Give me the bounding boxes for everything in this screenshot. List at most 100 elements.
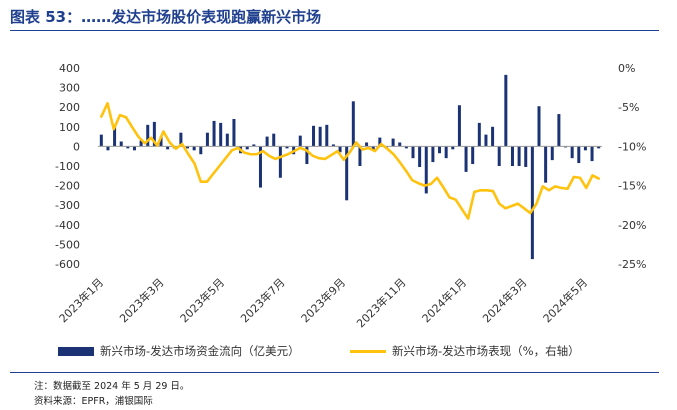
flow-bar xyxy=(199,146,203,155)
legend-label-flows: 新兴市场-发达市场资金流向（亿美元） xyxy=(100,344,300,358)
flow-bar xyxy=(139,140,143,147)
legend-item-performance: 新兴市场-发达市场表现（%，右轴） xyxy=(350,343,580,359)
right-axis-tick-label: 0% xyxy=(618,62,635,75)
flow-bar xyxy=(152,121,156,147)
left-axis-tick-label: -100 xyxy=(55,160,80,173)
flow-bar xyxy=(537,106,541,147)
flow-bar xyxy=(225,133,229,147)
flow-bar xyxy=(597,146,601,149)
flow-bar xyxy=(570,146,574,159)
flow-bar xyxy=(464,146,468,172)
flow-bar xyxy=(557,114,561,147)
left-axis-tick-label: -600 xyxy=(55,258,80,271)
flow-bar xyxy=(365,142,369,147)
flow-bar xyxy=(517,146,521,166)
left-axis-tick-label: -400 xyxy=(55,219,80,232)
flow-bar xyxy=(205,132,209,147)
flow-bar xyxy=(484,134,488,147)
flow-bar xyxy=(391,138,395,147)
flow-bar xyxy=(166,146,170,150)
flow-bar xyxy=(577,146,581,164)
x-axis-tick-label: 2024年3月 xyxy=(479,275,529,325)
flow-bar xyxy=(504,74,508,147)
flow-bar xyxy=(497,146,501,166)
left-axis-tick-label: -500 xyxy=(55,238,80,251)
flow-bar xyxy=(146,124,150,147)
x-axis-tick-label: 2023年3月 xyxy=(116,275,166,325)
flow-bar xyxy=(179,132,183,147)
x-axis-tick-label: 2023年1月 xyxy=(56,275,106,325)
left-axis-tick-label: 100 xyxy=(59,121,80,134)
flow-bar xyxy=(298,135,302,147)
x-axis-tick-label: 2023年11月 xyxy=(353,275,408,330)
flow-bar xyxy=(212,120,216,147)
flow-bar xyxy=(232,118,236,147)
flow-bar xyxy=(491,126,495,147)
flow-bar xyxy=(245,146,249,150)
flow-bar xyxy=(530,146,534,260)
flow-bar xyxy=(351,101,355,147)
x-axis-tick-label: 2023年7月 xyxy=(237,275,287,325)
flow-bar xyxy=(312,125,316,147)
flow-bar xyxy=(457,105,461,147)
flow-bar xyxy=(192,146,196,151)
left-axis-tick-label: 400 xyxy=(59,62,80,75)
flow-bar xyxy=(305,146,309,165)
flow-bar xyxy=(285,146,289,149)
x-axis-tick-label: 2024年5月 xyxy=(540,275,590,325)
flow-bar xyxy=(258,146,262,188)
flow-bar xyxy=(471,146,475,165)
flow-bar xyxy=(371,146,375,151)
flow-bar xyxy=(418,146,422,167)
flow-bar xyxy=(524,146,528,167)
right-axis-tick-label: -25% xyxy=(618,258,646,271)
flow-bar xyxy=(424,146,428,194)
source-note: 资料来源：EPFR，浦银国际 xyxy=(34,396,153,407)
right-axis-tick-label: -20% xyxy=(618,219,646,232)
flow-bar xyxy=(444,146,448,159)
flow-bar xyxy=(398,142,402,147)
flow-bar xyxy=(252,144,256,147)
legend-swatch-line xyxy=(350,349,386,353)
right-axis-tick-label: -10% xyxy=(618,140,646,153)
right-axis-tick-label: -5% xyxy=(618,101,639,114)
flow-bar xyxy=(431,146,435,163)
flow-bar xyxy=(331,144,335,147)
flow-bar xyxy=(159,136,163,147)
flow-bar xyxy=(325,124,329,147)
legend-swatch-bar xyxy=(58,346,94,356)
flow-bar xyxy=(132,146,136,151)
flow-bar xyxy=(451,146,455,150)
flow-bar xyxy=(477,122,481,147)
left-axis-tick-label: -200 xyxy=(55,180,80,193)
right-axis-tick-label: -15% xyxy=(618,180,646,193)
flow-bar xyxy=(583,146,587,151)
x-axis-tick-label: 2023年5月 xyxy=(177,275,227,325)
left-axis-tick-label: 300 xyxy=(59,82,80,95)
flow-bar xyxy=(404,146,408,149)
flow-bar xyxy=(272,133,276,147)
flow-bar xyxy=(438,146,442,154)
legend-item-flows: 新兴市场-发达市场资金流向（亿美元） xyxy=(58,343,300,359)
flow-bar xyxy=(590,146,594,162)
flow-bar xyxy=(265,136,269,147)
flow-bar xyxy=(411,146,415,159)
left-axis-tick-label: 200 xyxy=(59,101,80,114)
flow-bar xyxy=(345,146,349,201)
flow-bar xyxy=(318,126,322,147)
flow-bar xyxy=(126,146,130,149)
flow-bar xyxy=(510,146,514,166)
x-axis-tick-label: 2024年1月 xyxy=(419,275,469,325)
flow-bar xyxy=(219,122,223,147)
chart-plot: 400 300 200 100 0 -100 -200 -300 -400 -500 -600 0% -… xyxy=(55,62,646,330)
flow-bar xyxy=(186,146,190,149)
x-axis-tick-label: 2023年9月 xyxy=(298,275,348,325)
flow-bar xyxy=(113,126,117,147)
legend-label-performance: 新兴市场-发达市场表现（%，右轴） xyxy=(392,344,580,358)
flow-bar xyxy=(550,146,554,161)
chart-title: 图表 53：……发达市场股价表现跑赢新兴市场 xyxy=(10,8,322,26)
flow-bar xyxy=(119,141,123,147)
flow-bar xyxy=(544,146,548,183)
flow-bar xyxy=(99,134,103,147)
flow-bar xyxy=(338,146,342,153)
